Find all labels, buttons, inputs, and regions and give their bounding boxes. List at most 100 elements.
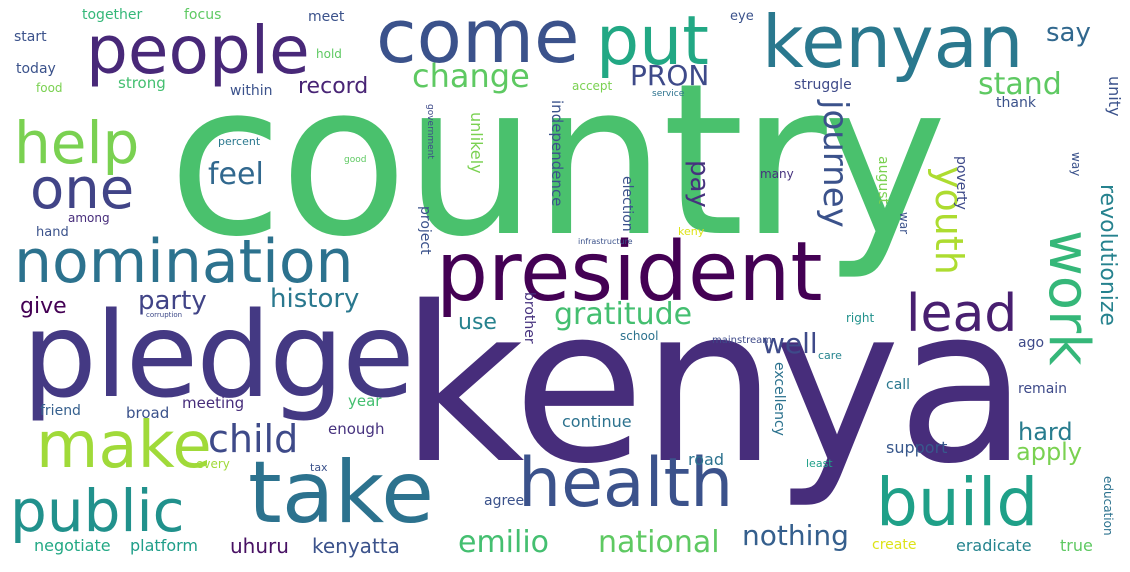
word-stand: stand bbox=[978, 67, 1062, 102]
word-service: service bbox=[652, 89, 685, 99]
word-poverty: poverty bbox=[953, 156, 969, 210]
word-excellency: excellency bbox=[771, 362, 787, 436]
word-kenyatta: kenyatta bbox=[312, 534, 400, 558]
word-lead: lead bbox=[906, 284, 1018, 344]
word-election: election bbox=[619, 176, 635, 232]
word-many: many bbox=[760, 167, 794, 181]
word-journey: journey bbox=[815, 100, 855, 228]
word-put: put bbox=[596, 2, 709, 81]
word-nomination: nomination bbox=[14, 227, 354, 297]
word-well: well bbox=[762, 327, 818, 360]
word-agree: agree bbox=[484, 493, 525, 509]
word-come: come bbox=[376, 0, 580, 80]
word-make: make bbox=[36, 409, 212, 483]
word-meet: meet bbox=[308, 9, 345, 25]
word-unlikely: unlikely bbox=[467, 112, 486, 174]
word-eradicate: eradicate bbox=[956, 536, 1032, 555]
word-build: build bbox=[876, 464, 1039, 541]
word-broad: broad bbox=[126, 404, 170, 422]
word-one: one bbox=[30, 157, 135, 222]
word-record: record bbox=[298, 74, 369, 99]
word-mainstream: mainstream bbox=[712, 335, 773, 346]
word-good: good bbox=[344, 155, 367, 165]
word-pay: pay bbox=[684, 160, 714, 208]
word-education: education bbox=[1101, 476, 1115, 536]
word-brother: brother bbox=[521, 292, 537, 344]
word-hold: hold bbox=[316, 47, 342, 61]
word-year: year bbox=[348, 392, 382, 410]
word-nothing: nothing bbox=[742, 519, 849, 552]
word-meeting: meeting bbox=[182, 394, 245, 412]
word-remain: remain bbox=[1018, 381, 1068, 397]
word-feel: feel bbox=[208, 157, 264, 192]
word-say: say bbox=[1046, 18, 1091, 48]
word-hand: hand bbox=[36, 225, 69, 240]
word-accept: accept bbox=[572, 79, 613, 93]
word-change: change bbox=[412, 57, 530, 95]
word-start: start bbox=[14, 29, 47, 45]
word-project: project bbox=[417, 206, 433, 255]
word-history: history bbox=[270, 284, 360, 314]
word-hard: hard bbox=[1018, 418, 1073, 446]
word-august: august bbox=[875, 156, 891, 204]
word-national: national bbox=[598, 525, 720, 560]
word-within: within bbox=[230, 83, 273, 99]
word-support: support bbox=[886, 438, 948, 457]
word-country: country bbox=[168, 38, 947, 283]
word-platform: platform bbox=[130, 536, 198, 555]
word-together: together bbox=[82, 7, 143, 23]
word-corruption: corruption bbox=[146, 311, 183, 319]
word-infrastructure: infrastructure bbox=[578, 237, 633, 246]
word-enough: enough bbox=[328, 420, 385, 438]
word-pledge: pledge bbox=[22, 286, 415, 424]
word-focus: focus bbox=[184, 7, 222, 23]
word-way: way bbox=[1069, 152, 1083, 177]
word-work: work bbox=[1036, 230, 1101, 366]
word-eye: eye bbox=[730, 9, 754, 24]
word-emilio: emilio bbox=[458, 525, 550, 560]
word-PRON: PRON bbox=[630, 59, 710, 92]
word-road: road bbox=[688, 450, 724, 469]
word-unity: unity bbox=[1105, 76, 1124, 117]
word-government: government bbox=[425, 104, 435, 159]
word-give: give bbox=[20, 294, 67, 319]
word-call: call bbox=[886, 377, 911, 393]
word-negotiate: negotiate bbox=[34, 536, 111, 555]
word-take: take bbox=[248, 443, 435, 543]
word-apply: apply bbox=[1016, 438, 1083, 466]
word-struggle: struggle bbox=[794, 77, 852, 93]
word-people: people bbox=[86, 12, 310, 89]
word-health: health bbox=[518, 444, 734, 523]
word-gratitude: gratitude bbox=[554, 297, 693, 332]
word-friend: friend bbox=[40, 403, 81, 419]
word-party: party bbox=[138, 286, 207, 316]
word-independence: independence bbox=[548, 100, 566, 207]
word-strong: strong bbox=[118, 74, 166, 92]
word-thank: thank bbox=[996, 95, 1036, 111]
word-care: care bbox=[818, 349, 842, 362]
word-help: help bbox=[14, 109, 140, 177]
word-right: right bbox=[846, 311, 875, 325]
word-keny: keny bbox=[678, 225, 705, 238]
word-use: use bbox=[458, 310, 497, 335]
word-every: every bbox=[196, 457, 230, 471]
word-percent: percent bbox=[218, 135, 261, 148]
word-revolutionize: revolutionize bbox=[1095, 184, 1120, 326]
word-school: school bbox=[620, 329, 659, 343]
word-child: child bbox=[208, 417, 299, 461]
word-kenyan: kenyan bbox=[762, 0, 1024, 84]
word-today: today bbox=[16, 61, 56, 77]
word-ago: ago bbox=[1018, 335, 1045, 351]
word-tax: tax bbox=[310, 461, 328, 474]
word-continue: continue bbox=[562, 412, 632, 431]
word-among: among bbox=[68, 211, 110, 225]
word-president: president bbox=[436, 225, 823, 320]
word-least: least bbox=[806, 457, 833, 470]
word-true: true bbox=[1060, 536, 1093, 555]
word-kenya: kenya bbox=[400, 260, 1028, 511]
word-create: create bbox=[872, 537, 917, 553]
word-war: war bbox=[897, 212, 911, 235]
word-food: food bbox=[36, 81, 63, 95]
word-public: public bbox=[10, 477, 185, 545]
